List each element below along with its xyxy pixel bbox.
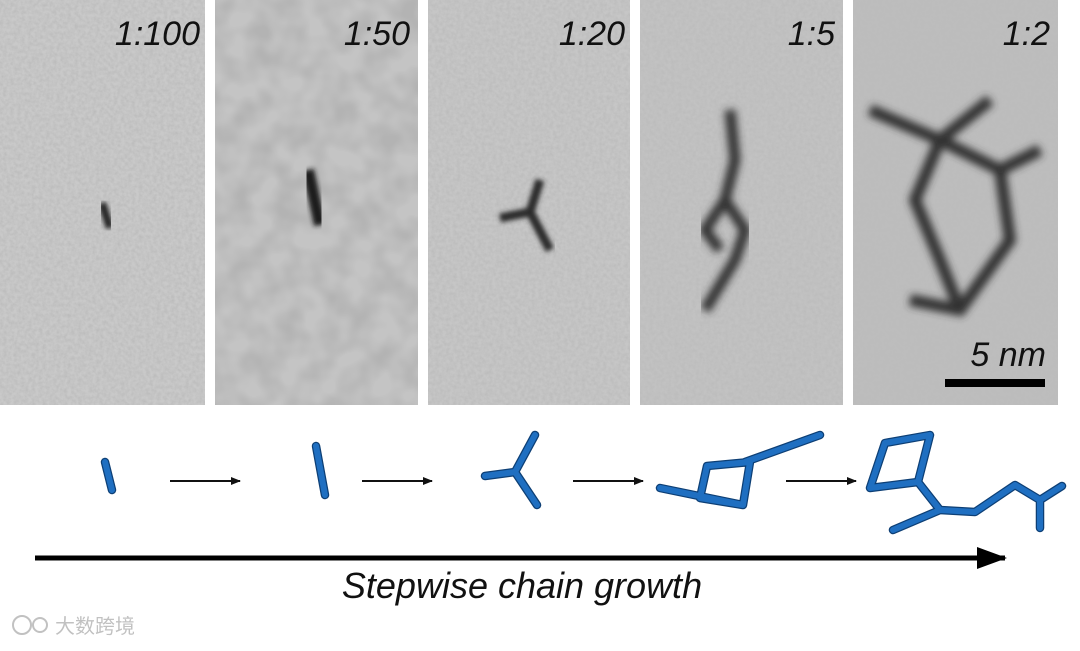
micrographs	[0, 0, 1058, 405]
monomer	[100, 457, 117, 495]
schematics	[100, 430, 1067, 535]
trimer	[480, 430, 542, 510]
watermark: 大数跨境	[12, 615, 135, 638]
panel-label: 1:2	[1003, 15, 1050, 53]
panel-label: 1:20	[559, 15, 625, 53]
panel-label: 1:50	[344, 15, 410, 53]
scale-bar	[945, 379, 1045, 387]
chain	[865, 430, 1067, 535]
panel-labels: 1:100 1:50 1:20 1:5 1:2	[115, 15, 1050, 53]
dimer	[311, 441, 330, 500]
panel-label: 1:100	[115, 15, 200, 53]
scale-bar-label: 5 nm	[970, 336, 1046, 374]
panel-label: 1:5	[788, 15, 835, 53]
cycle	[655, 430, 825, 510]
caption: Stepwise chain growth	[342, 565, 702, 606]
watermark-text: 大数跨境	[55, 615, 135, 638]
